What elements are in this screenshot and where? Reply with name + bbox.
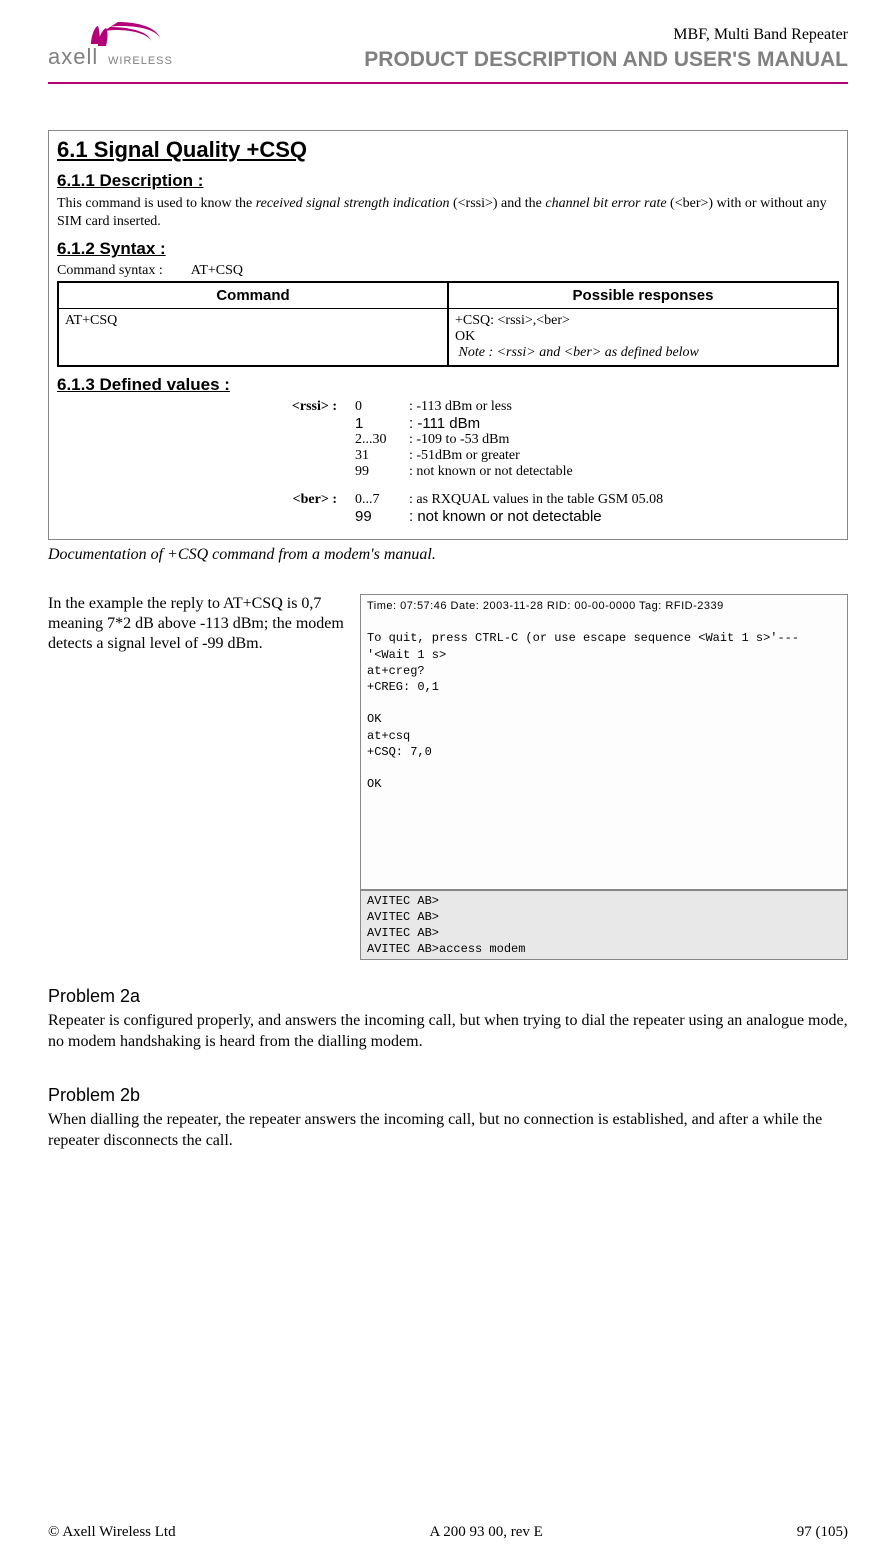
desc-italic-2: channel bit error rate [545, 196, 666, 211]
table-row: Command Possible responses [58, 282, 838, 309]
manual-title: PRODUCT DESCRIPTION AND USER'S MANUAL [188, 48, 848, 72]
terminal-line: at+creg? [367, 663, 841, 679]
responses-col-header: Possible responses [448, 282, 838, 309]
footer-left: © Axell Wireless Ltd [48, 1524, 176, 1541]
terminal-line: AVITEC AB> [367, 925, 841, 941]
terminal-line: OK [367, 711, 841, 727]
page-header: axell WIRELESS MBF, Multi Band Repeater … [48, 20, 848, 76]
rssi-value-row: 0: -113 dBm or less [355, 399, 573, 415]
terminal-line [367, 695, 841, 711]
terminal-line: AVITEC AB> [367, 909, 841, 925]
terminal-header: Time: 07:57:46 Date: 2003-11-28 RID: 00-… [367, 599, 841, 614]
ber-values: 0...7: as RXQUAL values in the table GSM… [355, 492, 663, 525]
problem-2b-body: When dialling the repeater, the repeater… [48, 1110, 848, 1152]
rssi-label: <rssi> : [57, 399, 355, 480]
terminal-line: AVITEC AB> [367, 893, 841, 909]
svg-text:axell: axell [48, 44, 98, 69]
value-key: 1 [355, 415, 409, 432]
product-name: MBF, Multi Band Repeater [188, 26, 848, 44]
problem-2b-heading: Problem 2b [48, 1085, 848, 1106]
section-6-1-3-title: 6.1.3 Defined values : [57, 375, 839, 395]
terminal-lines: To quit, press CTRL-C (or use escape seq… [367, 614, 841, 792]
rssi-value-row: 31: -51dBm or greater [355, 448, 573, 464]
terminal-content: Time: 07:57:46 Date: 2003-11-28 RID: 00-… [361, 595, 847, 959]
response-cell: +CSQ: <rssi>,<ber> OK Note : <rssi> and … [448, 309, 838, 367]
rssi-values: 0: -113 dBm or less1: -111 dBm2...30: -1… [355, 399, 573, 480]
terminal-line [367, 614, 841, 630]
value-desc: : -111 dBm [409, 415, 480, 432]
section-6-1-title: 6.1 Signal Quality +CSQ [57, 137, 839, 163]
table-row: AT+CSQ +CSQ: <rssi>,<ber> OK Note : <rss… [58, 309, 838, 367]
value-desc: : -51dBm or greater [409, 448, 520, 463]
command-col-header: Command [58, 282, 448, 309]
value-key: 31 [355, 448, 409, 464]
example-text: In the example the reply to AT+CSQ is 0,… [48, 594, 348, 960]
section-6-1-2-title: 6.1.2 Syntax : [57, 239, 839, 259]
syntax-value: AT+CSQ [191, 263, 243, 278]
svg-text:WIRELESS: WIRELESS [108, 55, 173, 67]
logo: axell WIRELESS [48, 20, 188, 76]
logo-icon: axell WIRELESS [48, 20, 188, 76]
header-right: MBF, Multi Band Repeater PRODUCT DESCRIP… [188, 20, 848, 72]
value-key: 99 [355, 464, 409, 480]
rssi-value-row: 99: not known or not detectable [355, 464, 573, 480]
command-syntax-line: Command syntax : AT+CSQ [57, 263, 839, 279]
value-desc: : -113 dBm or less [409, 399, 512, 414]
csq-documentation-box: 6.1 Signal Quality +CSQ 6.1.1 Descriptio… [48, 130, 848, 540]
figure-caption: Documentation of +CSQ command from a mod… [48, 546, 848, 564]
terminal-line: at+csq [367, 728, 841, 744]
footer-center: A 200 93 00, rev E [430, 1524, 543, 1541]
page-footer: © Axell Wireless Ltd A 200 93 00, rev E … [48, 1494, 848, 1541]
problem-2a-heading: Problem 2a [48, 986, 848, 1007]
ber-value-row: 99: not known or not detectable [355, 508, 663, 525]
ber-value-row: 0...7: as RXQUAL values in the table GSM… [355, 492, 663, 508]
value-desc: : not known or not detectable [409, 464, 573, 479]
terminal-bottom-pane: AVITEC AB>AVITEC AB>AVITEC AB>AVITEC AB>… [361, 889, 847, 960]
value-key: 0 [355, 399, 409, 415]
terminal-line: +CSQ: 7,0 [367, 744, 841, 760]
section-6-1-1-title: 6.1.1 Description : [57, 171, 839, 191]
value-key: 0...7 [355, 492, 409, 508]
value-desc: : as RXQUAL values in the table GSM 05.0… [409, 492, 663, 507]
footer-right: 97 (105) [797, 1524, 848, 1541]
page: axell WIRELESS MBF, Multi Band Repeater … [0, 0, 896, 1561]
value-key: 99 [355, 508, 409, 525]
problem-2a-body: Repeater is configured properly, and ans… [48, 1011, 848, 1053]
rssi-value-row: 2...30: -109 to -53 dBm [355, 432, 573, 448]
terminal-line [367, 760, 841, 776]
value-desc: : not known or not detectable [409, 508, 602, 525]
description-text: This command is used to know the receive… [57, 195, 839, 231]
ber-definition: <ber> : 0...7: as RXQUAL values in the t… [57, 492, 839, 525]
rssi-definition: <rssi> : 0: -113 dBm or less1: -111 dBm2… [57, 399, 839, 480]
terminal-screenshot: Time: 07:57:46 Date: 2003-11-28 RID: 00-… [360, 594, 848, 960]
command-cell: AT+CSQ [58, 309, 448, 367]
desc-text-2: (<rssi>) and the [449, 196, 545, 211]
response-note-text: Note : <rssi> and <ber> as defined below [459, 345, 699, 360]
ber-label: <ber> : [57, 492, 355, 525]
terminal-line: To quit, press CTRL-C (or use escape seq… [367, 630, 841, 662]
terminal-line: OK [367, 776, 841, 792]
example-section: In the example the reply to AT+CSQ is 0,… [48, 594, 848, 960]
rssi-value-row: 1: -111 dBm [355, 415, 573, 432]
value-key: 2...30 [355, 432, 409, 448]
response-line: +CSQ: <rssi>,<ber> [455, 313, 831, 329]
value-desc: : -109 to -53 dBm [409, 432, 509, 447]
syntax-label: Command syntax : [57, 263, 166, 278]
command-table: Command Possible responses AT+CSQ +CSQ: … [57, 281, 839, 367]
response-note: Note : <rssi> and <ber> as defined below [455, 345, 831, 361]
header-divider [48, 82, 848, 84]
response-line: OK [455, 329, 831, 345]
terminal-top-pane: Time: 07:57:46 Date: 2003-11-28 RID: 00-… [361, 595, 847, 796]
terminal-line: AVITEC AB>access modem [367, 941, 841, 957]
desc-italic-1: received signal strength indication [256, 196, 450, 211]
terminal-line: +CREG: 0,1 [367, 679, 841, 695]
desc-text-1: This command is used to know the [57, 196, 256, 211]
